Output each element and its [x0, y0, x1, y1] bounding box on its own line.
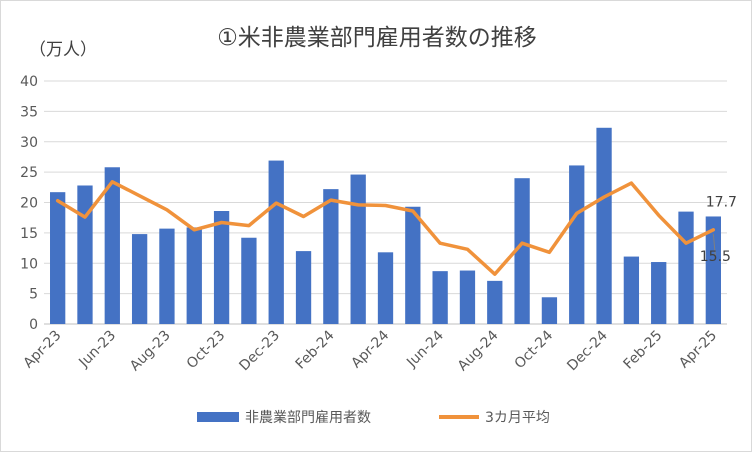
y-tick-labels: 0 5 10 15 20 25 30 35 40 — [20, 74, 38, 333]
y-tick-label: 35 — [20, 104, 38, 120]
bar — [377, 252, 394, 324]
y-tick-label: 5 — [29, 287, 38, 303]
bar — [268, 160, 284, 324]
y-tick-label: 0 — [29, 317, 38, 333]
bar — [350, 174, 366, 324]
bar — [104, 167, 120, 324]
x-tick-label: Apr-24 — [348, 327, 392, 371]
bar — [186, 227, 202, 324]
bar — [50, 192, 66, 324]
bar — [432, 271, 448, 324]
bar — [514, 178, 530, 324]
bar — [295, 251, 312, 324]
y-tick-label: 30 — [20, 135, 38, 151]
x-tick-label: Oct-24 — [512, 327, 557, 372]
x-tick-label: Jun-24 — [403, 327, 447, 371]
x-tick-label: Dec-23 — [236, 328, 283, 375]
y-axis-label: （万人） — [29, 40, 97, 60]
bar — [241, 237, 257, 324]
annotations: 17.7 15.5 — [700, 194, 737, 264]
legend: 非農業部門雇用者数 3カ月平均 — [197, 409, 550, 426]
bar — [405, 206, 421, 324]
grid-layer — [44, 80, 727, 325]
x-tick-label: Apr-25 — [676, 328, 720, 372]
bar — [569, 165, 585, 324]
x-tick-label: Feb-24 — [293, 327, 338, 372]
bar — [705, 216, 721, 324]
bar — [487, 280, 503, 324]
bar — [323, 189, 339, 324]
bar — [596, 127, 612, 324]
y-tick-label: 25 — [20, 165, 38, 181]
bar — [77, 185, 93, 324]
legend-label-line: 3カ月平均 — [485, 410, 550, 426]
bar — [459, 270, 476, 324]
x-tick-label: Feb-25 — [621, 328, 666, 373]
chart-title: ①米非農業部門雇用者数の推移 — [217, 25, 537, 51]
bar — [541, 297, 558, 324]
bar — [678, 211, 694, 324]
bar — [159, 228, 175, 324]
bar — [213, 211, 230, 324]
x-tick-label: Oct-23 — [184, 328, 229, 373]
line-3m-average — [55, 180, 716, 276]
line-series — [55, 180, 716, 276]
y-tick-label: 15 — [20, 226, 38, 242]
leader-line — [712, 233, 716, 256]
bar-series — [50, 127, 721, 324]
y-tick-label: 10 — [20, 256, 38, 272]
data-label-line: 15.5 — [700, 249, 731, 265]
bar — [623, 256, 640, 324]
x-tick-label: Aug-23 — [127, 328, 174, 375]
x-tick-label: Dec-24 — [564, 327, 611, 374]
x-tick-label: Jun-23 — [75, 328, 119, 372]
x-tick-labels: Apr-23 Jun-23 Aug-23 Oct-23 Dec-23 Feb-24 Apr-… — [21, 327, 721, 374]
x-tick-label: Apr-23 — [21, 328, 65, 372]
legend-swatch-bars — [197, 412, 239, 422]
bar — [131, 234, 148, 324]
y-tick-label: 20 — [20, 196, 38, 212]
x-tick-label: Aug-24 — [455, 327, 502, 374]
y-tick-label: 40 — [20, 74, 38, 90]
data-label-bar: 17.7 — [706, 194, 737, 210]
bar — [651, 262, 667, 324]
legend-label-bars: 非農業部門雇用者数 — [245, 409, 371, 426]
